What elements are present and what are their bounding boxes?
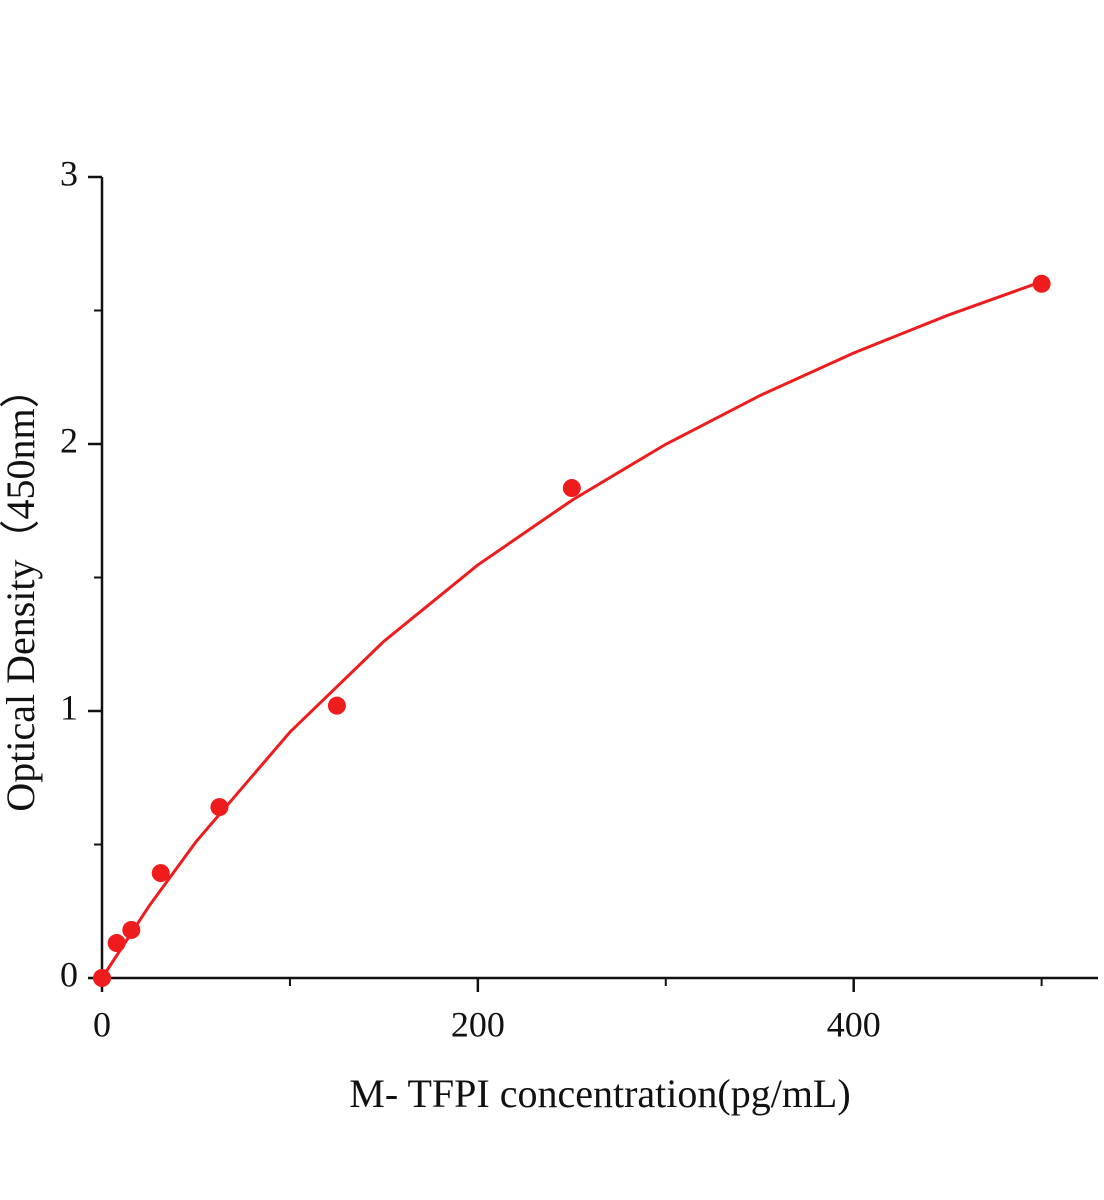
y-tick-label: 3 bbox=[60, 153, 78, 193]
y-axis-label: Optical Density（450nm） bbox=[0, 368, 43, 811]
y-tick-label: 1 bbox=[60, 687, 78, 727]
data-point bbox=[562, 479, 581, 498]
x-tick-label: 400 bbox=[827, 1004, 881, 1044]
x-tick-label: 200 bbox=[451, 1004, 505, 1044]
data-point bbox=[107, 934, 126, 953]
x-tick-label: 0 bbox=[93, 1004, 111, 1044]
data-point bbox=[210, 798, 229, 817]
data-point bbox=[151, 864, 170, 883]
x-axis-label: M- TFPI concentration(pg/mL) bbox=[349, 1071, 850, 1116]
data-point bbox=[1032, 274, 1051, 293]
y-tick-label: 2 bbox=[60, 420, 78, 460]
y-tick-label: 0 bbox=[60, 954, 78, 994]
fit-curve bbox=[100, 280, 1043, 979]
data-point bbox=[327, 696, 346, 715]
